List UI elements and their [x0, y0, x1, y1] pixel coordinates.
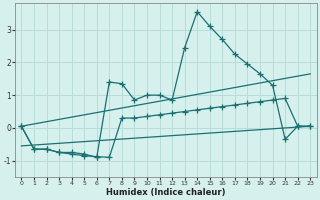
X-axis label: Humidex (Indice chaleur): Humidex (Indice chaleur): [106, 188, 226, 197]
